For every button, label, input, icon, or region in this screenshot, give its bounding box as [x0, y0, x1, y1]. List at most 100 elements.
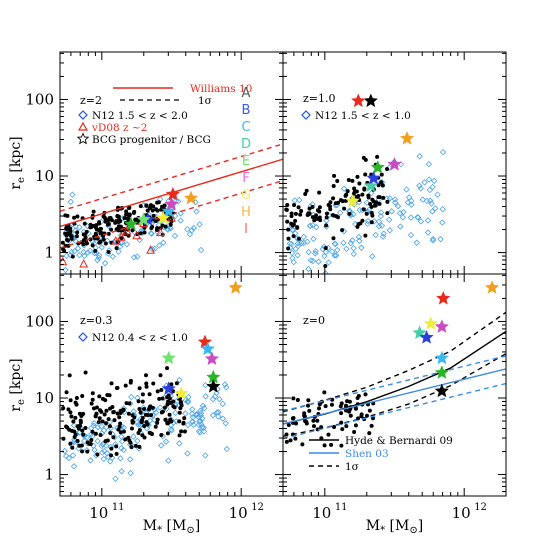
n12-diamond-point	[80, 248, 87, 256]
galaxy-point	[133, 217, 138, 222]
galaxy-point	[167, 412, 172, 417]
redshift-annotation: z=2	[80, 94, 102, 107]
n12-diamond-point	[392, 199, 399, 206]
galaxy-point	[114, 444, 119, 449]
galaxy-point	[159, 410, 164, 415]
n12-diamond-point	[215, 413, 222, 420]
galaxy-point	[107, 393, 112, 398]
galaxy-point	[88, 442, 93, 447]
galaxy-point	[144, 420, 149, 425]
galaxy-point	[324, 215, 329, 220]
legend-diamond	[78, 110, 88, 120]
n12-diamond-point	[195, 421, 202, 428]
galaxy-point	[78, 423, 83, 428]
galaxy-point	[317, 406, 322, 411]
n12-diamond-point	[168, 427, 175, 434]
n12-diamond-point	[115, 248, 122, 255]
n12-diamond-point	[219, 415, 226, 422]
galaxy-point	[380, 183, 385, 188]
galaxy-point	[142, 423, 147, 428]
n12-diamond-point	[309, 222, 316, 229]
galaxy-point	[115, 214, 120, 219]
galaxy-point	[339, 411, 344, 416]
galaxy-point	[60, 240, 65, 245]
n12-diamond-point	[196, 221, 203, 228]
galaxy-point	[89, 224, 94, 229]
galaxy-point	[103, 398, 108, 403]
n12-diamond-point	[294, 252, 301, 259]
galaxy-point	[89, 438, 94, 443]
n12-diamond-point	[425, 160, 433, 168]
galaxy-point	[72, 429, 77, 434]
n12-diamond-point	[130, 408, 137, 415]
galaxy-point	[385, 166, 390, 171]
n12-diamond-point	[424, 217, 432, 224]
redshift-annotation: z=0.3	[80, 314, 113, 327]
galaxy-point	[286, 236, 291, 241]
galaxy-point	[143, 373, 148, 378]
n12-diamond-point	[95, 254, 102, 261]
n12-diamond-point	[356, 206, 363, 214]
legend-label-vd08: vD08 z ~2	[91, 122, 147, 134]
legend-star	[76, 132, 90, 145]
n12-diamond-point	[211, 393, 219, 400]
galaxy-point	[81, 242, 86, 247]
galaxy-point	[174, 381, 179, 386]
galaxy-point	[331, 236, 336, 241]
legend-label-sigma: 1σ	[198, 95, 212, 107]
bcg-star-point	[436, 290, 451, 305]
bcg-letter-label: A	[242, 86, 251, 101]
panel-top-left: 1 10 100 re [kpc] Williams 10 z=2 1σ N12 1.5 < …	[8, 51, 284, 275]
galaxy-point	[109, 446, 114, 451]
galaxy-point	[162, 405, 167, 410]
galaxy-point	[100, 419, 105, 424]
n12-diamond-point	[399, 214, 406, 221]
vd08-triangle-point	[79, 258, 89, 268]
n12-diamond-point	[322, 248, 330, 256]
n12-diamond-point	[355, 199, 363, 206]
galaxy-point	[322, 390, 327, 395]
n12-diamond-point	[305, 265, 312, 273]
galaxy-point	[163, 224, 168, 229]
n12-diamond-point	[193, 208, 200, 215]
y-tick-label: 10	[35, 167, 54, 185]
n12-diamond-point	[176, 440, 183, 447]
galaxy-point	[379, 172, 384, 177]
n12-diamond-point	[347, 239, 354, 247]
bcg-star-point	[197, 334, 213, 349]
galaxy-point	[138, 204, 143, 209]
n12-diamond-point	[432, 205, 439, 212]
galaxy-point	[379, 180, 384, 185]
galaxy-point	[98, 432, 103, 437]
galaxy-point	[329, 402, 334, 407]
galaxy-point	[137, 386, 142, 391]
n12-diamond-point	[156, 404, 164, 411]
galaxy-point	[72, 215, 77, 220]
relation-line	[283, 355, 506, 412]
galaxy-point	[90, 391, 95, 396]
panel-top-right: z=1.0 N12 1.5 < z < 1.0	[282, 51, 507, 275]
n12-diamond-point	[182, 397, 189, 404]
galaxy-point	[130, 228, 135, 233]
n12-diamond-point	[334, 246, 341, 254]
n12-diamond-point	[195, 413, 202, 421]
x-tick-exponent: 12	[251, 502, 264, 513]
relation-line	[60, 179, 283, 249]
galaxy-point	[361, 155, 366, 160]
galaxy-point	[96, 420, 101, 425]
galaxy-point	[83, 235, 88, 240]
galaxy-point	[107, 424, 112, 429]
n12-diamond-point	[196, 429, 204, 436]
bcg-star-point	[161, 350, 176, 365]
galaxy-point	[177, 433, 182, 438]
n12-diamond-point	[288, 240, 295, 248]
n12-diamond-point	[407, 214, 415, 221]
n12-diamond-point	[98, 244, 105, 251]
n12-diamond-point	[62, 452, 70, 460]
n12-diamond-point	[355, 233, 363, 241]
galaxy-point	[331, 196, 336, 201]
n12-diamond-point	[112, 475, 119, 482]
n12-diamond-point	[407, 231, 415, 239]
legend-label-bcg: BCG progenitor / BCG	[92, 134, 211, 146]
galaxy-point	[75, 214, 80, 219]
